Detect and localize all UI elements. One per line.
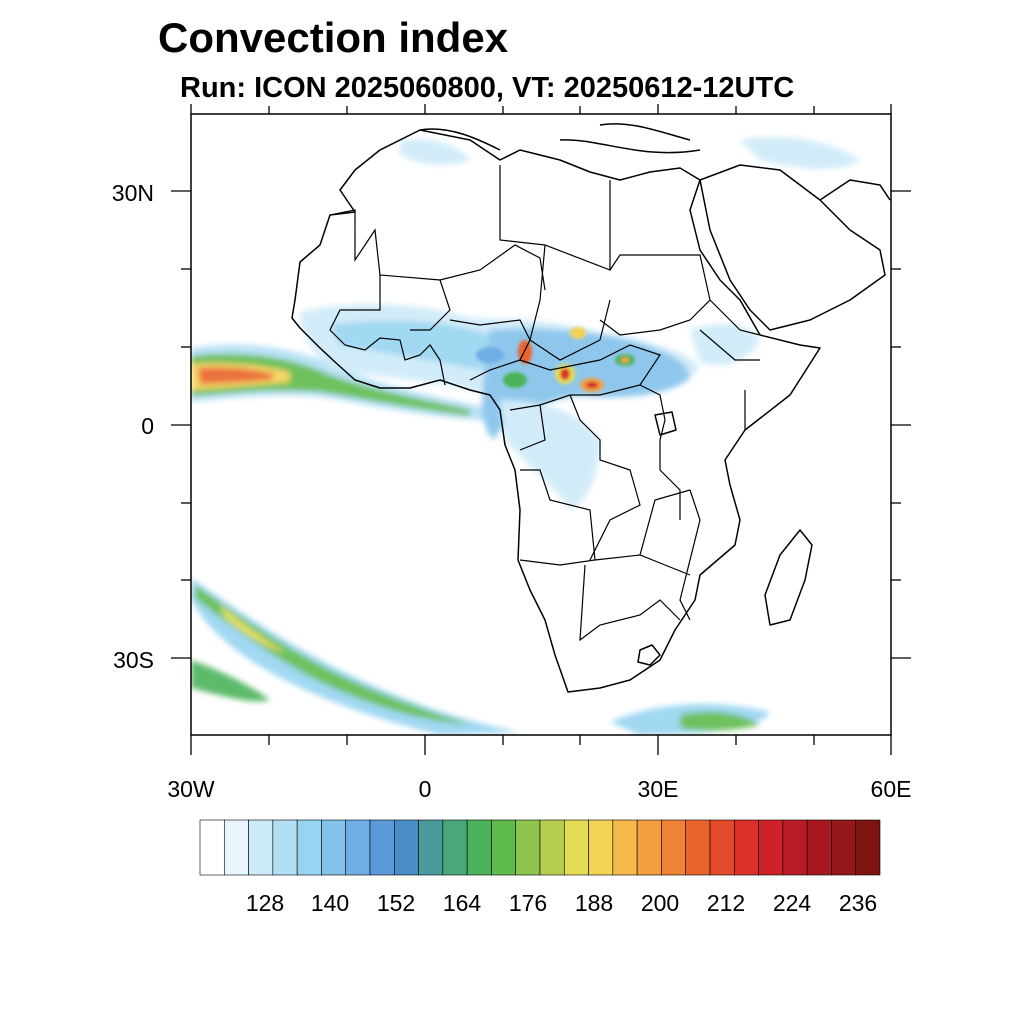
colorbar-box bbox=[296, 819, 322, 876]
colorbar bbox=[199, 819, 881, 876]
border-horn bbox=[699, 299, 761, 430]
arabia-coastline bbox=[699, 164, 886, 331]
border-maghreb bbox=[329, 209, 546, 291]
hotspot-nigeria bbox=[476, 347, 504, 363]
colorbar-box bbox=[418, 819, 444, 876]
hotspot-chad-core bbox=[560, 368, 570, 380]
border-chad bbox=[529, 244, 611, 361]
colorbar-box bbox=[831, 819, 857, 876]
lat-label-0: 0 bbox=[141, 413, 154, 439]
colorbar-box bbox=[539, 819, 565, 876]
lon-label-30e: 30E bbox=[637, 776, 679, 802]
arabia-convection bbox=[740, 136, 860, 169]
colorbar-box bbox=[661, 819, 687, 876]
colorbar-label-224: 224 bbox=[772, 890, 812, 916]
colorbar-box bbox=[442, 819, 468, 876]
hotspot-east bbox=[570, 327, 586, 339]
colorbar-label-200: 200 bbox=[640, 890, 680, 916]
border-mozambique bbox=[679, 489, 701, 621]
madagascar-coastline bbox=[764, 529, 813, 626]
colorbar-box bbox=[806, 819, 832, 876]
colorbar-box bbox=[272, 819, 298, 876]
map-title: Convection index bbox=[158, 14, 509, 61]
colorbar-box bbox=[563, 819, 589, 876]
country-borders bbox=[329, 165, 761, 642]
border-south bbox=[579, 489, 691, 642]
colorbar-label-236: 236 bbox=[838, 890, 878, 916]
coastlines bbox=[291, 123, 891, 693]
hotspot-sudan-core bbox=[621, 357, 629, 363]
colorbar-box bbox=[199, 819, 225, 876]
colorbar-box bbox=[515, 819, 541, 876]
southern-band-outer bbox=[191, 578, 520, 735]
border-congo bbox=[519, 394, 641, 561]
lon-label-0: 0 bbox=[418, 776, 432, 802]
colorbar-box bbox=[782, 819, 808, 876]
north-africa-convection bbox=[400, 139, 470, 165]
africa-coastline bbox=[291, 129, 821, 693]
border-libya-egypt bbox=[499, 165, 611, 271]
lon-label-30w: 30W bbox=[167, 776, 215, 802]
lesotho bbox=[637, 644, 661, 666]
lake-victoria bbox=[654, 411, 677, 436]
hotspot-car-core bbox=[586, 382, 598, 388]
colorbar-box bbox=[685, 819, 711, 876]
lon-label-60e: 60E bbox=[870, 776, 912, 802]
lat-label-30s: 30S bbox=[113, 647, 154, 673]
southeast-band-core bbox=[680, 711, 760, 731]
colorbar-box bbox=[248, 819, 274, 876]
border-cameroon-car bbox=[509, 344, 661, 411]
convection-field bbox=[191, 123, 891, 735]
colorbar-box bbox=[709, 819, 735, 876]
border-niger-mali bbox=[329, 275, 451, 346]
colorbar-box bbox=[588, 819, 614, 876]
colorbar-label-176: 176 bbox=[508, 890, 548, 916]
colorbar-box bbox=[491, 819, 517, 876]
east-africa-convection bbox=[690, 324, 760, 366]
border-west-coast bbox=[344, 337, 446, 386]
colorbar-box bbox=[466, 819, 492, 876]
colorbar-box bbox=[758, 819, 784, 876]
colorbar-box bbox=[369, 819, 395, 876]
border-drc-east bbox=[639, 384, 681, 520]
border-sudan bbox=[599, 254, 711, 336]
colorbar-box bbox=[393, 819, 419, 876]
colorbar-box bbox=[612, 819, 638, 876]
persian-gulf-coast bbox=[819, 179, 891, 201]
colorbar-box bbox=[733, 819, 759, 876]
lat-label-30n: 30N bbox=[111, 180, 154, 206]
colorbar-label-152: 152 bbox=[376, 890, 416, 916]
colorbar-box bbox=[321, 819, 347, 876]
colorbar-label-188: 188 bbox=[574, 890, 614, 916]
colorbar-box bbox=[636, 819, 662, 876]
colorbar-box bbox=[855, 819, 881, 876]
border-angola bbox=[519, 469, 596, 566]
central-africa-south bbox=[500, 400, 600, 510]
colorbar-label-164: 164 bbox=[442, 890, 482, 916]
southern-band-mid bbox=[195, 585, 470, 724]
colorbar-label-128: 128 bbox=[245, 890, 285, 916]
mediterranean-coast bbox=[419, 123, 701, 154]
border-nigeria bbox=[449, 319, 531, 381]
axis-ticks bbox=[171, 104, 911, 755]
colorbar-box bbox=[223, 819, 249, 876]
hotspot-cameroon bbox=[503, 372, 527, 388]
map-subtitle: Run: ICON 2025060800, VT: 20250612-12UTC bbox=[180, 72, 795, 104]
itcz-band-hot bbox=[198, 367, 275, 384]
colorbar-label-212: 212 bbox=[706, 890, 746, 916]
colorbar-label-140: 140 bbox=[310, 890, 350, 916]
colorbar-box bbox=[345, 819, 371, 876]
southern-low-patch bbox=[191, 660, 270, 702]
